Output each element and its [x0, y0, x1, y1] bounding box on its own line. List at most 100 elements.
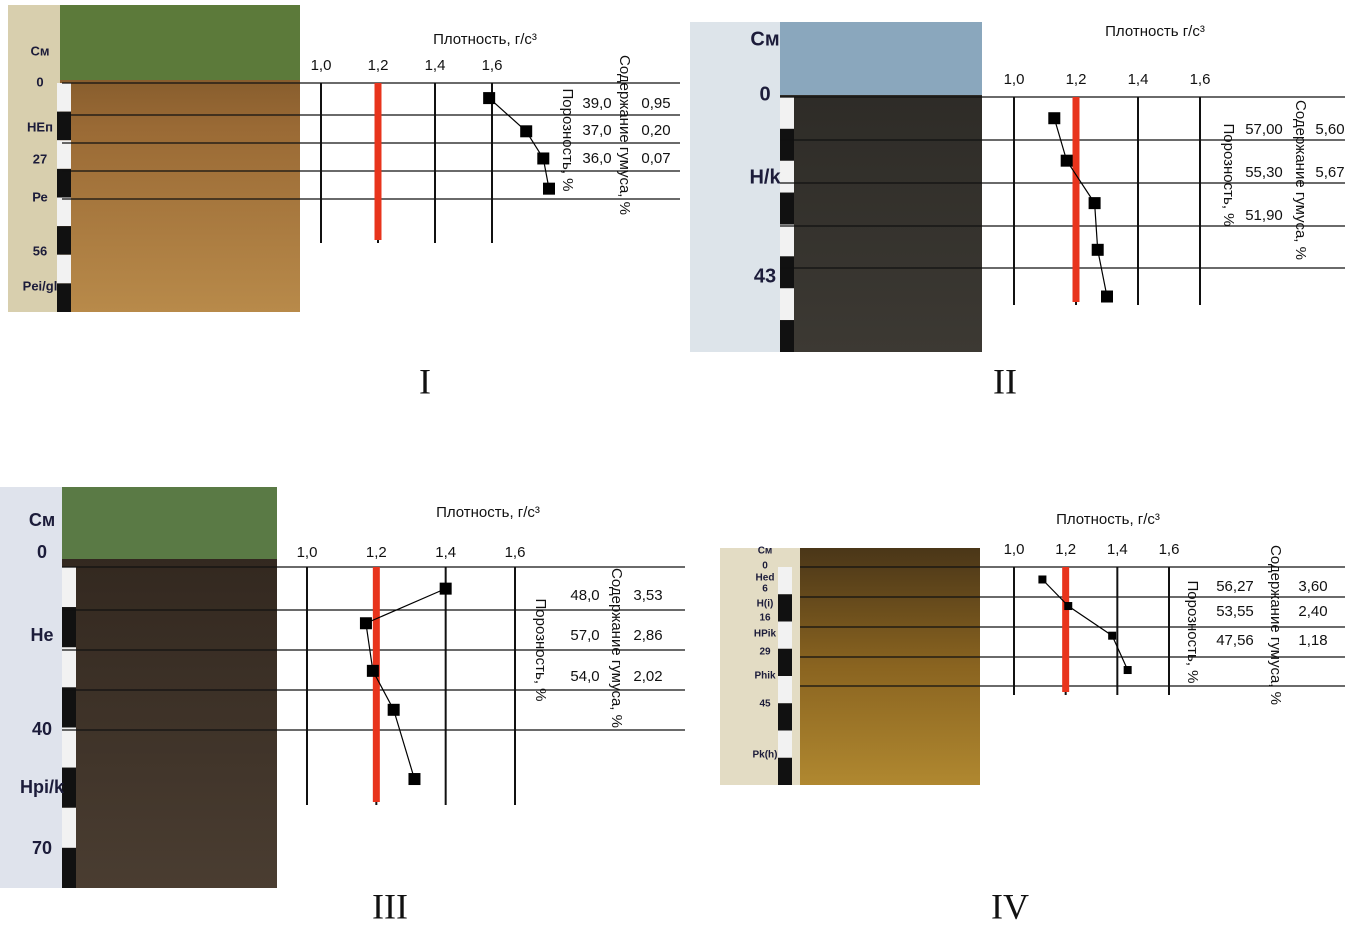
scale-strip — [778, 649, 792, 676]
horizon-label: 6 — [762, 584, 768, 595]
humus-value: 2,86 — [633, 627, 662, 644]
density-point — [1061, 155, 1073, 167]
porosity-label: Порозность, % — [559, 88, 576, 191]
scale-strip — [780, 161, 794, 193]
scale-strip — [57, 112, 71, 141]
scale-strip — [57, 140, 71, 169]
scale-strip — [778, 676, 792, 703]
horizon-label: 40 — [32, 719, 52, 739]
horizon-label: 29 — [759, 647, 771, 658]
porosity-value: 39,0 — [582, 95, 611, 112]
x-tick-label: 1,0 — [1004, 71, 1025, 88]
scale-strip — [57, 169, 71, 198]
scale-strip — [57, 198, 71, 227]
porosity-value: 36,0 — [582, 150, 611, 167]
grass — [62, 487, 277, 559]
panel-label: I — [419, 361, 431, 401]
horizon-label: Ре — [32, 189, 48, 204]
density-point — [483, 92, 495, 104]
porosity-label: Порозность, % — [1184, 580, 1201, 683]
density-point — [537, 152, 549, 164]
horizon-label: 56 — [33, 243, 47, 258]
scale-strip — [778, 703, 792, 730]
porosity-value: 57,00 — [1245, 121, 1283, 138]
humus-value: 0,20 — [641, 122, 670, 139]
humus-label: Содержание гумуса, % — [1267, 545, 1284, 705]
x-tick-label: 1,4 — [425, 57, 446, 74]
sky — [780, 22, 982, 95]
humus-value: 1,18 — [1298, 632, 1327, 649]
x-tick-label: 1,0 — [297, 544, 318, 561]
horizon-label: 0 — [37, 542, 47, 562]
scale-strip — [778, 758, 792, 785]
chart-title: Плотность г/с³ — [1105, 23, 1205, 40]
density-point — [440, 583, 452, 595]
horizon-label: 43 — [754, 265, 776, 287]
horizon-label: См — [29, 510, 55, 530]
horizon-label: Hed — [756, 573, 775, 584]
horizon-label: HEп — [27, 119, 53, 134]
horizon-label: 0 — [762, 561, 768, 572]
porosity-label: Порозность, % — [532, 598, 549, 701]
porosity-value: 37,0 — [582, 122, 611, 139]
porosity-value: 54,0 — [570, 668, 599, 685]
scale-strip — [780, 193, 794, 225]
horizon-label: См — [758, 546, 773, 557]
x-tick-label: 1,6 — [1159, 541, 1180, 558]
horizon-label: Phik — [754, 671, 776, 682]
photo-margin — [0, 487, 62, 888]
density-point — [1038, 575, 1046, 583]
horizon-label: Pk(h) — [753, 750, 778, 761]
humus-label: Содержание гумуса, % — [1292, 100, 1309, 260]
porosity-value: 47,56 — [1216, 632, 1254, 649]
x-tick-label: 1,0 — [311, 57, 332, 74]
density-point — [408, 773, 420, 785]
x-tick-label: 1,2 — [1066, 71, 1087, 88]
scale-strip — [778, 594, 792, 621]
x-tick-label: 1,2 — [1055, 541, 1076, 558]
horizon-label: Pei/gl — [23, 278, 58, 293]
horizon-label: H(i) — [757, 599, 774, 610]
chart-title: Плотность, г/с³ — [1056, 511, 1160, 528]
humus-label: Содержание гумуса, % — [616, 55, 633, 215]
density-point — [1101, 291, 1113, 303]
scale-strip — [780, 97, 794, 129]
scale-strip — [778, 731, 792, 758]
panel-label: III — [372, 886, 408, 926]
density-point — [520, 125, 532, 137]
scale-strip — [778, 622, 792, 649]
panel-label: II — [993, 361, 1017, 401]
x-tick-label: 1,6 — [505, 544, 526, 561]
porosity-value: 48,0 — [570, 587, 599, 604]
horizon-label: 70 — [32, 838, 52, 858]
horizon-label: Hpi/k — [20, 777, 65, 797]
porosity-value: 53,55 — [1216, 603, 1254, 620]
chart-title: Плотность, г/с³ — [433, 31, 537, 48]
humus-value: 5,67 — [1315, 164, 1344, 181]
porosity-value: 55,30 — [1245, 164, 1283, 181]
density-point — [1048, 112, 1060, 124]
density-point — [1089, 197, 1101, 209]
density-point — [388, 704, 400, 716]
density-point — [1124, 666, 1132, 674]
scale-strip — [780, 320, 794, 352]
porosity-label: Порозность, % — [1220, 123, 1237, 226]
density-point — [1064, 602, 1072, 610]
scale-strip — [780, 129, 794, 161]
porosity-value: 56,27 — [1216, 578, 1254, 595]
horizon-label: 45 — [759, 699, 771, 710]
horizon-label: He — [30, 625, 53, 645]
horizon-label: См — [750, 28, 779, 50]
density-point — [543, 183, 555, 195]
x-tick-label: 1,0 — [1004, 541, 1025, 558]
scale-strip — [57, 255, 71, 284]
horizon-label: 0 — [759, 83, 770, 105]
x-tick-label: 1,4 — [435, 544, 456, 561]
scale-strip — [780, 256, 794, 288]
humus-value: 2,02 — [633, 668, 662, 685]
x-tick-label: 1,2 — [368, 57, 389, 74]
porosity-value: 51,90 — [1245, 207, 1283, 224]
scale-strip — [62, 607, 76, 647]
humus-label: Содержание гумуса, % — [608, 568, 625, 728]
scale-strip — [57, 283, 71, 312]
